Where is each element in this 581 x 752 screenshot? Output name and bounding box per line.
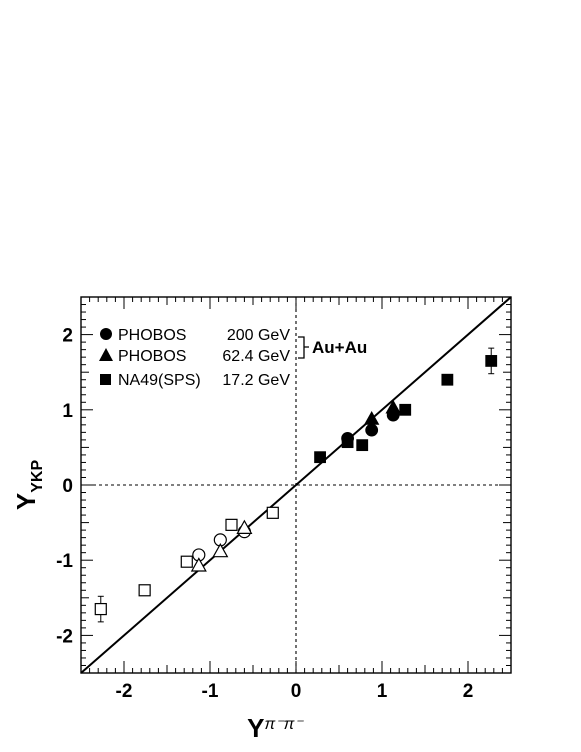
legend-label-na49: NA49(SPS) [118, 372, 201, 389]
data-point-square-filled [341, 436, 354, 449]
data-point-triangle-open [212, 542, 229, 558]
legend-energy-62: 62.4 GeV [222, 348, 290, 365]
legend-entry-phobos-62: PHOBOS 62.4 GeV [99, 348, 290, 365]
legend-energy-na49: 17.2 GeV [222, 372, 290, 389]
data-points [94, 347, 498, 623]
data-point-square-filled [356, 439, 369, 452]
legend-label-phobos-200: PHOBOS [118, 327, 186, 344]
y-axis-title: YYKP [11, 460, 46, 511]
y-tick-label: -2 [56, 626, 73, 647]
data-point-triangle-filled [363, 411, 380, 425]
data-point-square-open [180, 555, 193, 568]
data-point-triangle-open [190, 557, 207, 572]
data-point-square-filled [485, 355, 498, 367]
data-point-square-filled [314, 451, 326, 464]
axis-ticks: -2 -2 -1 -1 0 0 1 1 2 2 [56, 296, 512, 702]
y-tick-label: 2 [62, 326, 73, 347]
collision-system-label: Au+Au [312, 338, 367, 357]
legend-bracket [298, 336, 309, 359]
x-axis-title: Yπ⁻π⁻ [247, 713, 304, 743]
data-point-square-open [225, 518, 238, 531]
data-point-square-open [138, 584, 151, 597]
x-tick-label: 2 [463, 681, 474, 702]
legend-entry-na49: NA49(SPS) 17.2 GeV [100, 372, 290, 389]
legend-label-phobos-62: PHOBOS [118, 348, 186, 365]
diagonal-reference-line [80, 296, 512, 674]
legend-marker-circle [100, 328, 112, 340]
legend-entry-phobos-200: PHOBOS 200 GeV [100, 327, 290, 344]
x-tick-label: -2 [116, 681, 133, 702]
legend-energy-200: 200 GeV [227, 327, 290, 344]
data-point-square-filled [399, 403, 412, 416]
data-point-square-open [266, 506, 279, 519]
y-tick-label: 1 [62, 401, 73, 422]
y-tick-label: 0 [62, 476, 73, 497]
x-tick-label: 0 [291, 681, 302, 702]
data-point-triangle-open [236, 519, 253, 534]
legend: PHOBOS 200 GeV PHOBOS 62.4 GeV NA49(SPS)… [99, 327, 367, 389]
reference-lines [80, 296, 512, 674]
data-point-triangle-filled [385, 399, 401, 414]
y-tick-label: -1 [56, 551, 73, 572]
data-point-square-open [94, 602, 107, 616]
legend-marker-triangle [99, 348, 113, 361]
legend-marker-square [100, 374, 111, 385]
data-point-square-filled [441, 373, 454, 386]
data-point-circle-filled [365, 423, 379, 437]
x-tick-label: -1 [202, 681, 219, 702]
x-tick-label: 1 [377, 681, 388, 702]
